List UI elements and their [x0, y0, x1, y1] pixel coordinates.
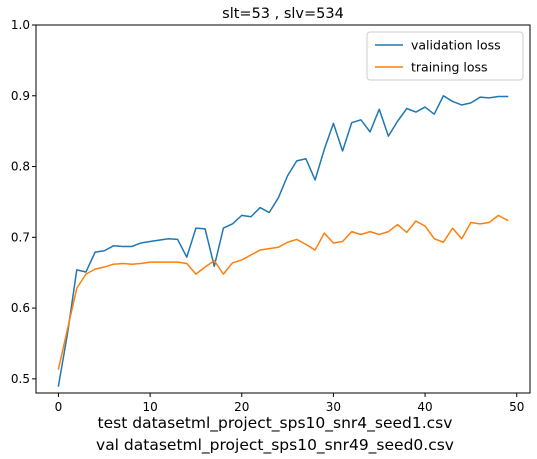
legend-box	[366, 31, 524, 81]
y-axis-ticks: 0.5 0.6 0.7 0.8 0.9 1.0	[11, 18, 36, 386]
y-tick-label: 0.8	[11, 160, 30, 174]
y-tick-label: 0.5	[11, 372, 30, 386]
x-tick-label: 20	[234, 400, 249, 414]
caption-test-dataset: test datasetml_project_sps10_snr4_seed1.…	[97, 414, 453, 432]
chart-title: slt=53 , slv=534	[222, 6, 344, 22]
legend-label: validation loss	[411, 38, 501, 53]
x-tick-label: 30	[326, 400, 341, 414]
x-tick-label: 50	[509, 400, 524, 414]
plot-frame	[35, 24, 531, 394]
y-tick-label: 0.9	[11, 89, 30, 103]
legend: validation loss training loss	[366, 31, 524, 81]
y-tick-label: 0.6	[11, 301, 30, 315]
x-tick-label: 40	[417, 400, 432, 414]
series-line-training-loss	[57, 214, 509, 370]
series-lines	[57, 95, 509, 387]
legend-label: training loss	[411, 60, 488, 75]
x-axis-ticks: 0 10 20 30 40 50	[55, 393, 524, 414]
series-line-validation-loss	[57, 95, 509, 387]
caption-val-dataset: val datasetml_project_sps10_snr49_seed0.…	[96, 436, 454, 454]
x-tick-label: 0	[55, 400, 63, 414]
y-tick-label: 0.7	[11, 230, 30, 244]
y-tick-label: 1.0	[11, 18, 30, 32]
x-tick-label: 10	[142, 400, 157, 414]
